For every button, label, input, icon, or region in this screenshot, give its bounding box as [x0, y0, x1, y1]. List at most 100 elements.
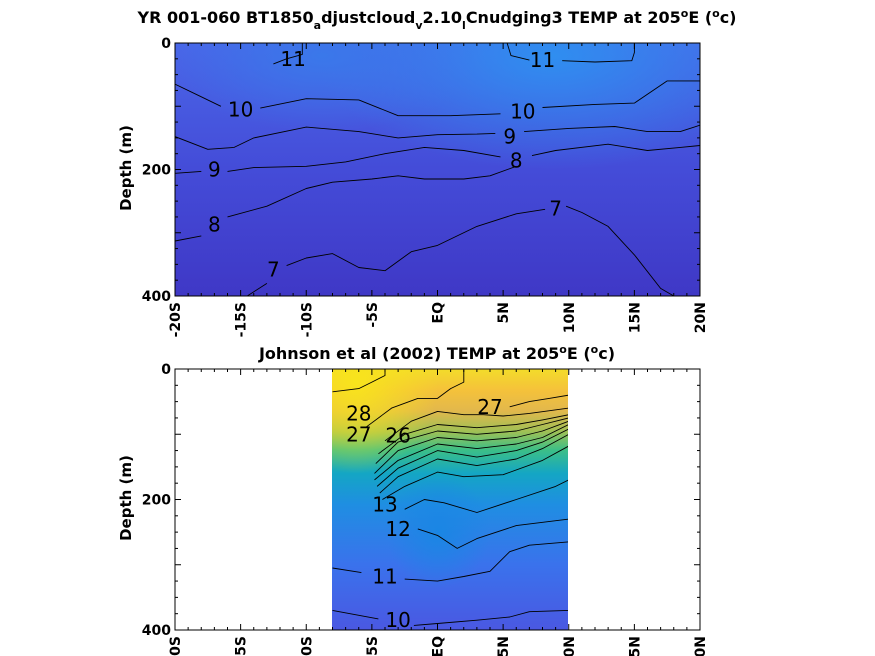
johnson-field-cool-patch	[332, 369, 568, 630]
contour-label: 27	[477, 395, 502, 419]
contour-line-9	[227, 146, 501, 172]
model-axes: -20S -15S -10S -5S EQ 5N 10N 15N 20N 0 200 400	[142, 36, 709, 337]
title-part-b: djustcloud	[321, 8, 415, 27]
x-tick-label: -20S	[168, 636, 184, 656]
contour-line-8	[175, 235, 202, 242]
model-ylabel: Depth (m)	[117, 125, 135, 211]
contour-line-7	[565, 205, 675, 296]
contour-label: 26	[385, 424, 410, 448]
y-tick-label: 0	[161, 36, 171, 52]
y-tick-label: 0	[161, 362, 171, 378]
x-tick-label: 15N	[627, 636, 643, 656]
contour-line-25	[378, 414, 568, 455]
contour-label: 11	[372, 565, 397, 589]
title-part-sub3: l	[462, 19, 466, 32]
title-part-sub2: v	[415, 19, 423, 32]
contour-line-10	[175, 83, 222, 107]
model-chart-title: YR 001-060 BT1850adjustcloudv2.10lCnudgi…	[137, 7, 737, 32]
title-part-e: E (	[688, 8, 712, 27]
title-part-b: E (	[567, 344, 591, 363]
contour-label: 8	[510, 149, 523, 173]
contour-line-7	[286, 208, 546, 272]
x-tick-label: EQ	[431, 636, 447, 656]
x-tick-label: 5N	[496, 302, 512, 323]
contour-label: 7	[549, 197, 562, 221]
contour-line-8	[531, 143, 700, 157]
contour-line-14	[382, 445, 568, 500]
title-part-sup1: o	[681, 7, 689, 20]
title-part-a: YR 001-060 BT1850	[137, 8, 314, 27]
x-tick-label: -10S	[299, 636, 315, 656]
contour-line-7	[246, 283, 268, 296]
model-temp-panel: YR 001-060 BT1850adjustcloudv2.10lCnudgi…	[117, 7, 736, 337]
title-part-sub1: a	[314, 19, 321, 32]
johnson-axes: -20S -15S -10S -5S EQ 5N 10N 15N 20N 0 200 400	[142, 362, 709, 656]
contour-label: 7	[267, 257, 280, 281]
contour-line-16	[379, 434, 568, 494]
contour-label: 10	[228, 97, 253, 121]
title-part-c: c)	[598, 344, 615, 363]
y-tick-label: 200	[142, 163, 171, 179]
x-tick-label: 5N	[496, 636, 512, 656]
title-part-sup2: o	[591, 343, 599, 356]
contour-label: 9	[208, 158, 221, 182]
contour-line-24	[375, 417, 568, 464]
contour-line-9	[524, 124, 700, 133]
johnson-contour-lines	[332, 369, 568, 626]
contour-line-18	[376, 428, 568, 487]
contour-label: 28	[346, 401, 371, 425]
y-tick-label: 400	[142, 623, 171, 639]
contour-line-11	[404, 541, 568, 582]
x-tick-label: -5S	[365, 302, 381, 328]
x-tick-label: -10S	[299, 302, 315, 337]
x-tick-label: -15S	[234, 636, 250, 656]
title-part-sup1: o	[559, 343, 567, 356]
contour-line-11	[332, 567, 362, 574]
contour-line-26	[384, 407, 568, 442]
x-tick-label: 20N	[693, 636, 709, 656]
contour-line-9	[175, 126, 496, 150]
x-tick-label: EQ	[431, 302, 447, 324]
contour-line-28	[332, 369, 386, 393]
contour-line-11	[506, 43, 530, 61]
x-tick-label: 20N	[693, 302, 709, 333]
x-tick-label: 15N	[627, 302, 643, 333]
title-part-sup2: o	[712, 7, 720, 20]
contour-line-11	[562, 43, 635, 63]
title-part-d: Cnudging3 TEMP at 205	[466, 8, 681, 27]
title-part-f: c)	[720, 8, 737, 27]
contour-line-27	[365, 369, 465, 429]
contour-line-11	[273, 43, 303, 65]
model-field-warm-patch-west	[175, 43, 700, 296]
x-tick-label: 10N	[562, 636, 578, 656]
contour-label: 11	[280, 47, 305, 71]
contour-label: 27	[346, 422, 371, 446]
contour-line-22	[374, 421, 568, 474]
contour-label: 12	[385, 517, 410, 541]
y-tick-label: 400	[142, 289, 171, 305]
contour-line-27	[509, 394, 568, 408]
y-tick-label: 200	[142, 493, 171, 509]
contour-label: 10	[510, 99, 535, 123]
johnson-temp-panel: Johnson et al (2002) TEMP at 205oE (oc) …	[117, 343, 709, 656]
contour-line-8	[227, 165, 517, 218]
contour-line-10	[542, 80, 700, 108]
x-tick-label: -20S	[168, 302, 184, 337]
model-contour-lines	[175, 43, 700, 296]
x-tick-label: 10N	[562, 302, 578, 333]
contour-line-13	[404, 479, 568, 513]
contour-line-10	[260, 98, 501, 117]
title-part-c: 2.10	[423, 8, 462, 27]
contour-line-10	[332, 609, 379, 620]
contour-line-9	[175, 170, 202, 174]
contour-label: 11	[530, 48, 555, 72]
contour-line-20	[374, 424, 568, 481]
johnson-ylabel: Depth (m)	[117, 455, 135, 541]
contour-label: 13	[372, 493, 397, 517]
x-tick-label: -5S	[365, 636, 381, 656]
contour-label: 8	[208, 213, 221, 237]
